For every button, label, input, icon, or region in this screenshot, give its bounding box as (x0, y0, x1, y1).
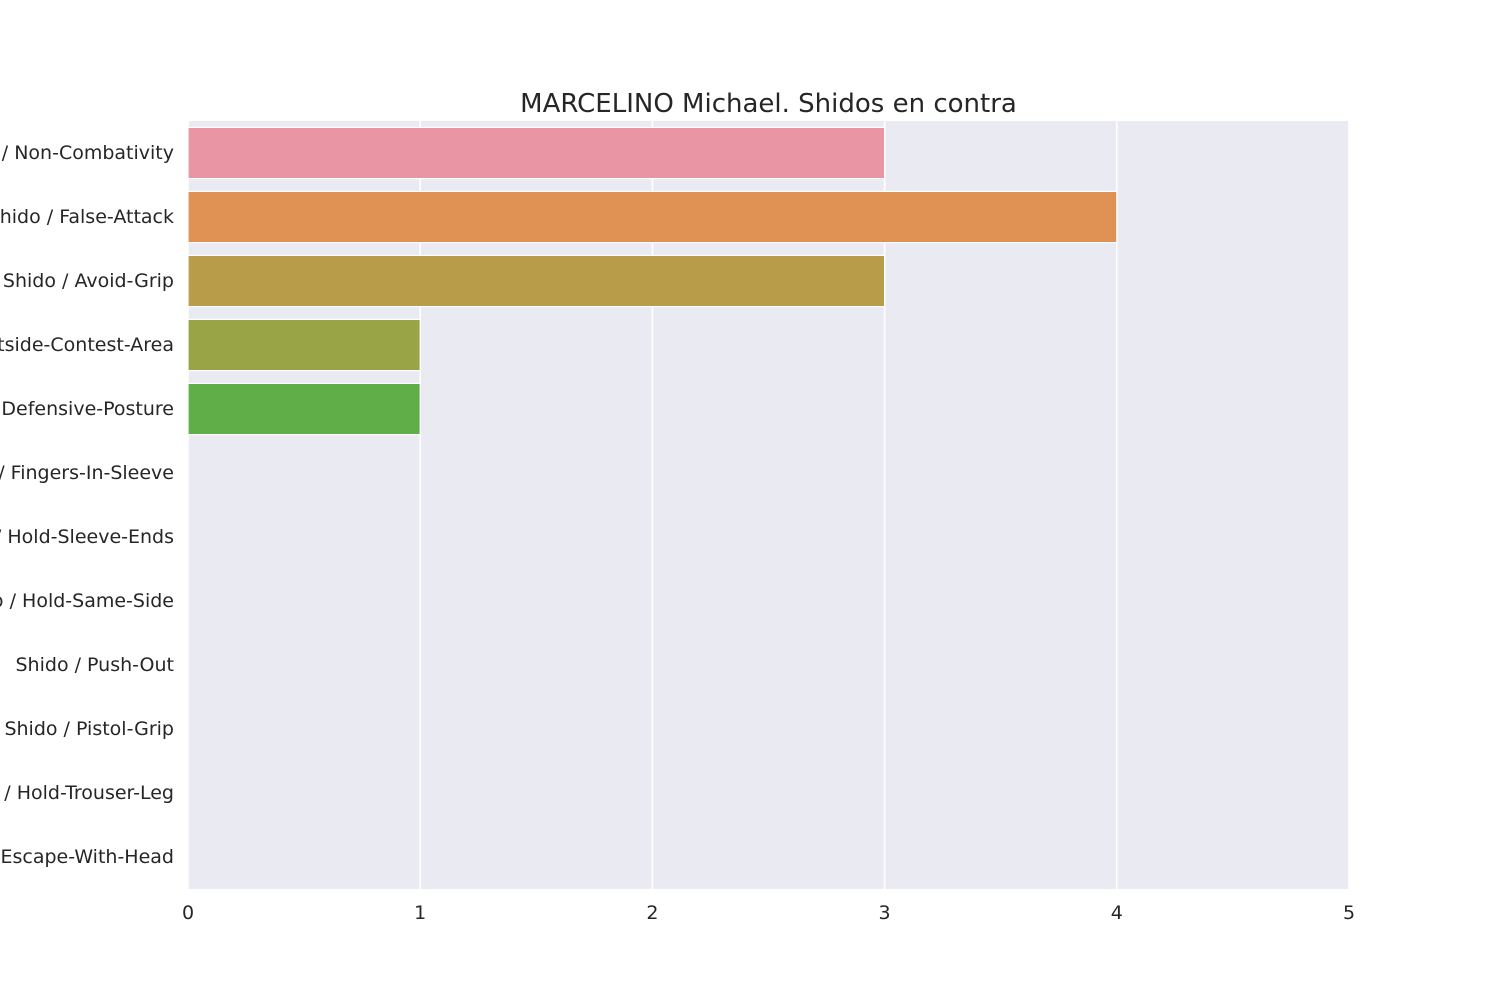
bar (187, 126, 886, 180)
y-tick-labels: Shido / Non-Combativity Shido / False-Att… (0, 142, 174, 868)
y-tick-label: Shido / Pistol-Grip (4, 718, 174, 740)
x-tick-label: 3 (879, 902, 891, 924)
y-tick-label: Shido / Hold-Same-Side (0, 590, 174, 612)
bar (187, 382, 421, 436)
x-tick-label: 4 (1111, 902, 1123, 924)
x-tick-labels: 0 1 2 3 4 5 (182, 902, 1355, 924)
y-tick-label: Shido / False-Attack (0, 206, 174, 228)
bar (187, 190, 1118, 244)
y-tick-label: Shido / Escape-With-Head (0, 846, 174, 868)
grid-lines (187, 121, 1350, 889)
bar (187, 254, 886, 308)
x-tick-label: 5 (1343, 902, 1355, 924)
y-tick-label: Shido / Defensive-Posture (0, 398, 174, 420)
y-tick-label: Shido / Push-Out (16, 654, 175, 676)
y-tick-label: Shido / Non-Combativity (0, 142, 174, 164)
y-tick-label: Shido / Hold-Trouser-Leg (0, 782, 174, 804)
y-tick-label: Shido / Fingers-In-Sleeve (0, 462, 174, 484)
y-tick-label: Shido / Avoid-Grip (3, 270, 174, 292)
chart-title: MARCELINO Michael. Shidos en contra (520, 89, 1017, 119)
x-tick-label: 2 (646, 902, 658, 924)
x-tick-label: 1 (414, 902, 426, 924)
x-tick-label: 0 (182, 902, 194, 924)
plot-background (188, 121, 1349, 889)
bar (187, 318, 421, 372)
y-tick-label: Shido / Outside-Contest-Area (0, 334, 174, 356)
y-tick-label: Shido / Hold-Sleeve-Ends (0, 526, 174, 548)
bars (187, 126, 1118, 436)
